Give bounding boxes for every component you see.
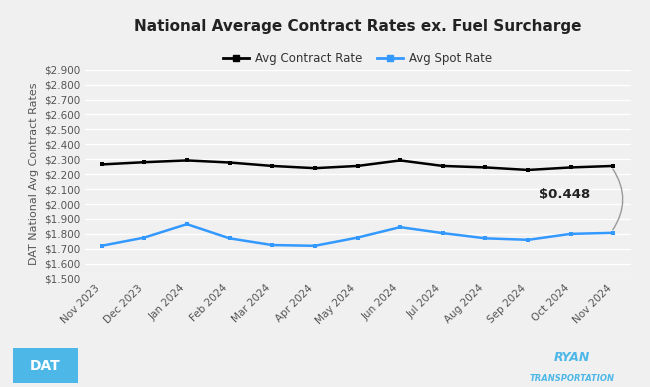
- Line: Avg Contract Rate: Avg Contract Rate: [99, 158, 616, 172]
- Avg Contract Rate: [610, 164, 617, 168]
- Avg Contract Rate: [311, 166, 318, 171]
- Avg Spot Rate: [439, 231, 447, 235]
- Avg Spot Rate: [183, 222, 191, 226]
- Avg Spot Rate: [140, 235, 148, 240]
- Avg Contract Rate: [482, 165, 489, 170]
- Text: DAT: DAT: [30, 359, 61, 373]
- Avg Spot Rate: [396, 225, 404, 229]
- Avg Contract Rate: [354, 164, 361, 168]
- Avg Spot Rate: [524, 238, 532, 242]
- Avg Spot Rate: [98, 243, 105, 248]
- Avg Spot Rate: [311, 243, 318, 248]
- Text: RYAN: RYAN: [554, 351, 590, 364]
- Avg Contract Rate: [524, 168, 532, 172]
- Legend: Avg Contract Rate, Avg Spot Rate: Avg Contract Rate, Avg Spot Rate: [218, 47, 497, 70]
- Avg Contract Rate: [396, 158, 404, 163]
- Text: $0.448: $0.448: [539, 188, 590, 201]
- Avg Spot Rate: [268, 243, 276, 247]
- Avg Spot Rate: [610, 231, 617, 235]
- Avg Spot Rate: [482, 236, 489, 241]
- Text: TRANSPORTATION: TRANSPORTATION: [530, 374, 614, 383]
- Avg Contract Rate: [268, 164, 276, 168]
- Avg Contract Rate: [183, 158, 191, 163]
- Y-axis label: DAT National Avg Contract Rates: DAT National Avg Contract Rates: [29, 83, 38, 265]
- Avg Contract Rate: [98, 162, 105, 167]
- Title: National Average Contract Rates ex. Fuel Surcharge: National Average Contract Rates ex. Fuel…: [134, 19, 581, 34]
- Avg Contract Rate: [140, 160, 148, 164]
- Avg Contract Rate: [567, 165, 575, 170]
- Line: Avg Spot Rate: Avg Spot Rate: [99, 222, 616, 248]
- Avg Spot Rate: [354, 235, 361, 240]
- Avg Contract Rate: [226, 160, 233, 165]
- Avg Spot Rate: [567, 231, 575, 236]
- Avg Spot Rate: [226, 236, 233, 241]
- Avg Contract Rate: [439, 164, 447, 168]
